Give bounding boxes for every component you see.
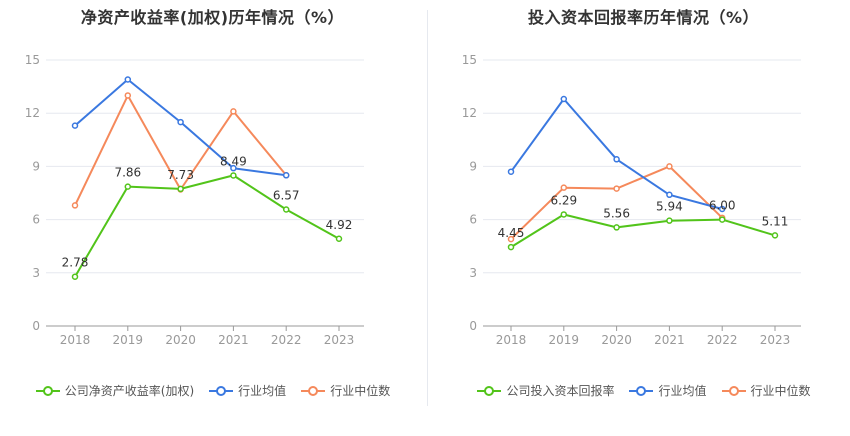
data-point <box>335 235 343 243</box>
y-tick-label: 6 <box>32 213 40 227</box>
legend-item[interactable]: 行业均值 <box>628 382 707 399</box>
data-point <box>560 184 568 191</box>
data-point <box>666 217 673 224</box>
series-line <box>74 78 287 177</box>
data-point <box>718 216 726 223</box>
x-tick-label: 2021 <box>218 333 249 347</box>
data-point <box>613 224 620 231</box>
data-point <box>71 202 79 209</box>
line-chart-roe: 0 3 6 9 12 15 2018 2019 2020 2021 2022 2023 2.78 7.86… <box>25 53 364 347</box>
y-tick-label: 0 <box>469 319 477 333</box>
chart-title: 投入资本回报率历年情况（%） <box>527 8 760 27</box>
x-tick-label: 2019 <box>113 333 144 347</box>
data-point <box>124 76 132 83</box>
legend-label: 行业均值 <box>238 384 287 398</box>
data-point <box>613 156 620 163</box>
chart-legend: 公司净资产收益率(加权) 行业均值 行业中位数 <box>0 382 425 399</box>
chart-panel-roic: 投入资本回报率历年情况（%） 0 3 6 9 12 15 2018 2019 2020 2021 2… <box>437 0 850 436</box>
x-tick-label: 2018 <box>496 333 527 347</box>
series-line <box>74 174 340 278</box>
data-point <box>666 163 673 170</box>
series-line <box>510 213 776 248</box>
data-label: 5.11 <box>762 214 789 228</box>
chart-legend: 公司投入资本回报率 行业均值 行业中位数 <box>437 382 850 399</box>
data-point <box>230 172 237 179</box>
legend-swatch-icon <box>35 385 60 396</box>
data-point <box>560 95 568 103</box>
legend-label: 行业均值 <box>658 384 707 398</box>
data-label: 6.57 <box>273 188 300 202</box>
data-label: 6.29 <box>550 193 577 207</box>
data-point <box>560 211 568 218</box>
y-tick-label: 15 <box>462 53 477 67</box>
y-tick-label: 15 <box>25 53 40 67</box>
data-point <box>177 118 184 126</box>
data-point <box>124 183 132 190</box>
data-point <box>230 164 237 172</box>
data-label: 2.78 <box>62 256 89 270</box>
chart-panel-roe: 净资产收益率(加权)历年情况（%） 0 3 6 9 12 15 2018 2019 2020 20… <box>0 8 425 399</box>
legend-swatch-icon <box>721 385 746 396</box>
y-tick-label: 9 <box>469 159 477 173</box>
data-point <box>507 243 515 251</box>
legend-item[interactable]: 行业均值 <box>208 382 286 399</box>
data-point <box>71 273 79 280</box>
line-chart-roic: 0 3 6 9 12 15 2018 2019 2020 2021 2022 2023 4.45 6.29… <box>462 53 801 347</box>
x-tick-label: 2018 <box>60 333 91 347</box>
legend-label: 公司净资产收益率(加权) <box>64 384 195 398</box>
legend-swatch-icon <box>629 385 654 396</box>
x-tick-label: 2020 <box>601 333 632 347</box>
y-tick-label: 3 <box>469 266 477 280</box>
chart-title: 净资产收益率(加权)历年情况（%） <box>80 8 345 27</box>
legend-swatch-icon <box>477 385 502 396</box>
data-label: 5.94 <box>656 200 683 214</box>
data-point <box>613 185 620 192</box>
x-tick-label: 2019 <box>549 333 580 347</box>
series-line <box>510 98 723 210</box>
data-label: 7.73 <box>167 168 194 182</box>
legend-swatch-icon <box>301 385 326 396</box>
data-point <box>507 168 515 175</box>
legend-label: 行业中位数 <box>750 384 811 398</box>
y-tick-label: 0 <box>32 319 40 333</box>
legend-swatch-icon <box>209 385 234 396</box>
data-point <box>230 108 237 115</box>
data-label: 5.56 <box>603 206 630 220</box>
data-label: 6.00 <box>709 199 736 213</box>
x-tick-label: 2023 <box>324 333 355 347</box>
y-tick-label: 12 <box>462 106 477 120</box>
data-point <box>718 205 726 213</box>
y-tick-label: 12 <box>25 106 40 120</box>
data-label: 4.45 <box>498 226 525 240</box>
data-label: 8.49 <box>220 154 247 168</box>
data-point <box>282 206 290 213</box>
legend-item[interactable]: 行业中位数 <box>721 382 811 399</box>
data-point <box>666 191 673 199</box>
x-tick-label: 2022 <box>707 333 738 347</box>
x-tick-label: 2021 <box>654 333 685 347</box>
data-label: 4.92 <box>326 218 353 232</box>
y-tick-label: 3 <box>32 266 40 280</box>
y-tick-label: 6 <box>469 213 477 227</box>
x-tick-label: 2023 <box>760 333 791 347</box>
panel-divider <box>427 10 428 406</box>
legend-item[interactable]: 行业中位数 <box>300 382 390 399</box>
data-point <box>507 235 515 243</box>
x-tick-label: 2020 <box>165 333 196 347</box>
data-point <box>282 172 290 179</box>
data-point <box>771 232 779 239</box>
y-tick-label: 9 <box>32 159 40 173</box>
data-point <box>124 92 132 99</box>
legend-item[interactable]: 公司净资产收益率(加权) <box>35 382 194 399</box>
legend-label: 公司投入资本回报率 <box>506 384 615 398</box>
legend-label: 行业中位数 <box>330 384 391 398</box>
data-point <box>177 185 184 193</box>
data-point <box>71 122 79 129</box>
data-label: 7.86 <box>114 166 141 180</box>
legend-item[interactable]: 公司投入资本回报率 <box>476 382 614 399</box>
x-tick-label: 2022 <box>271 333 302 347</box>
